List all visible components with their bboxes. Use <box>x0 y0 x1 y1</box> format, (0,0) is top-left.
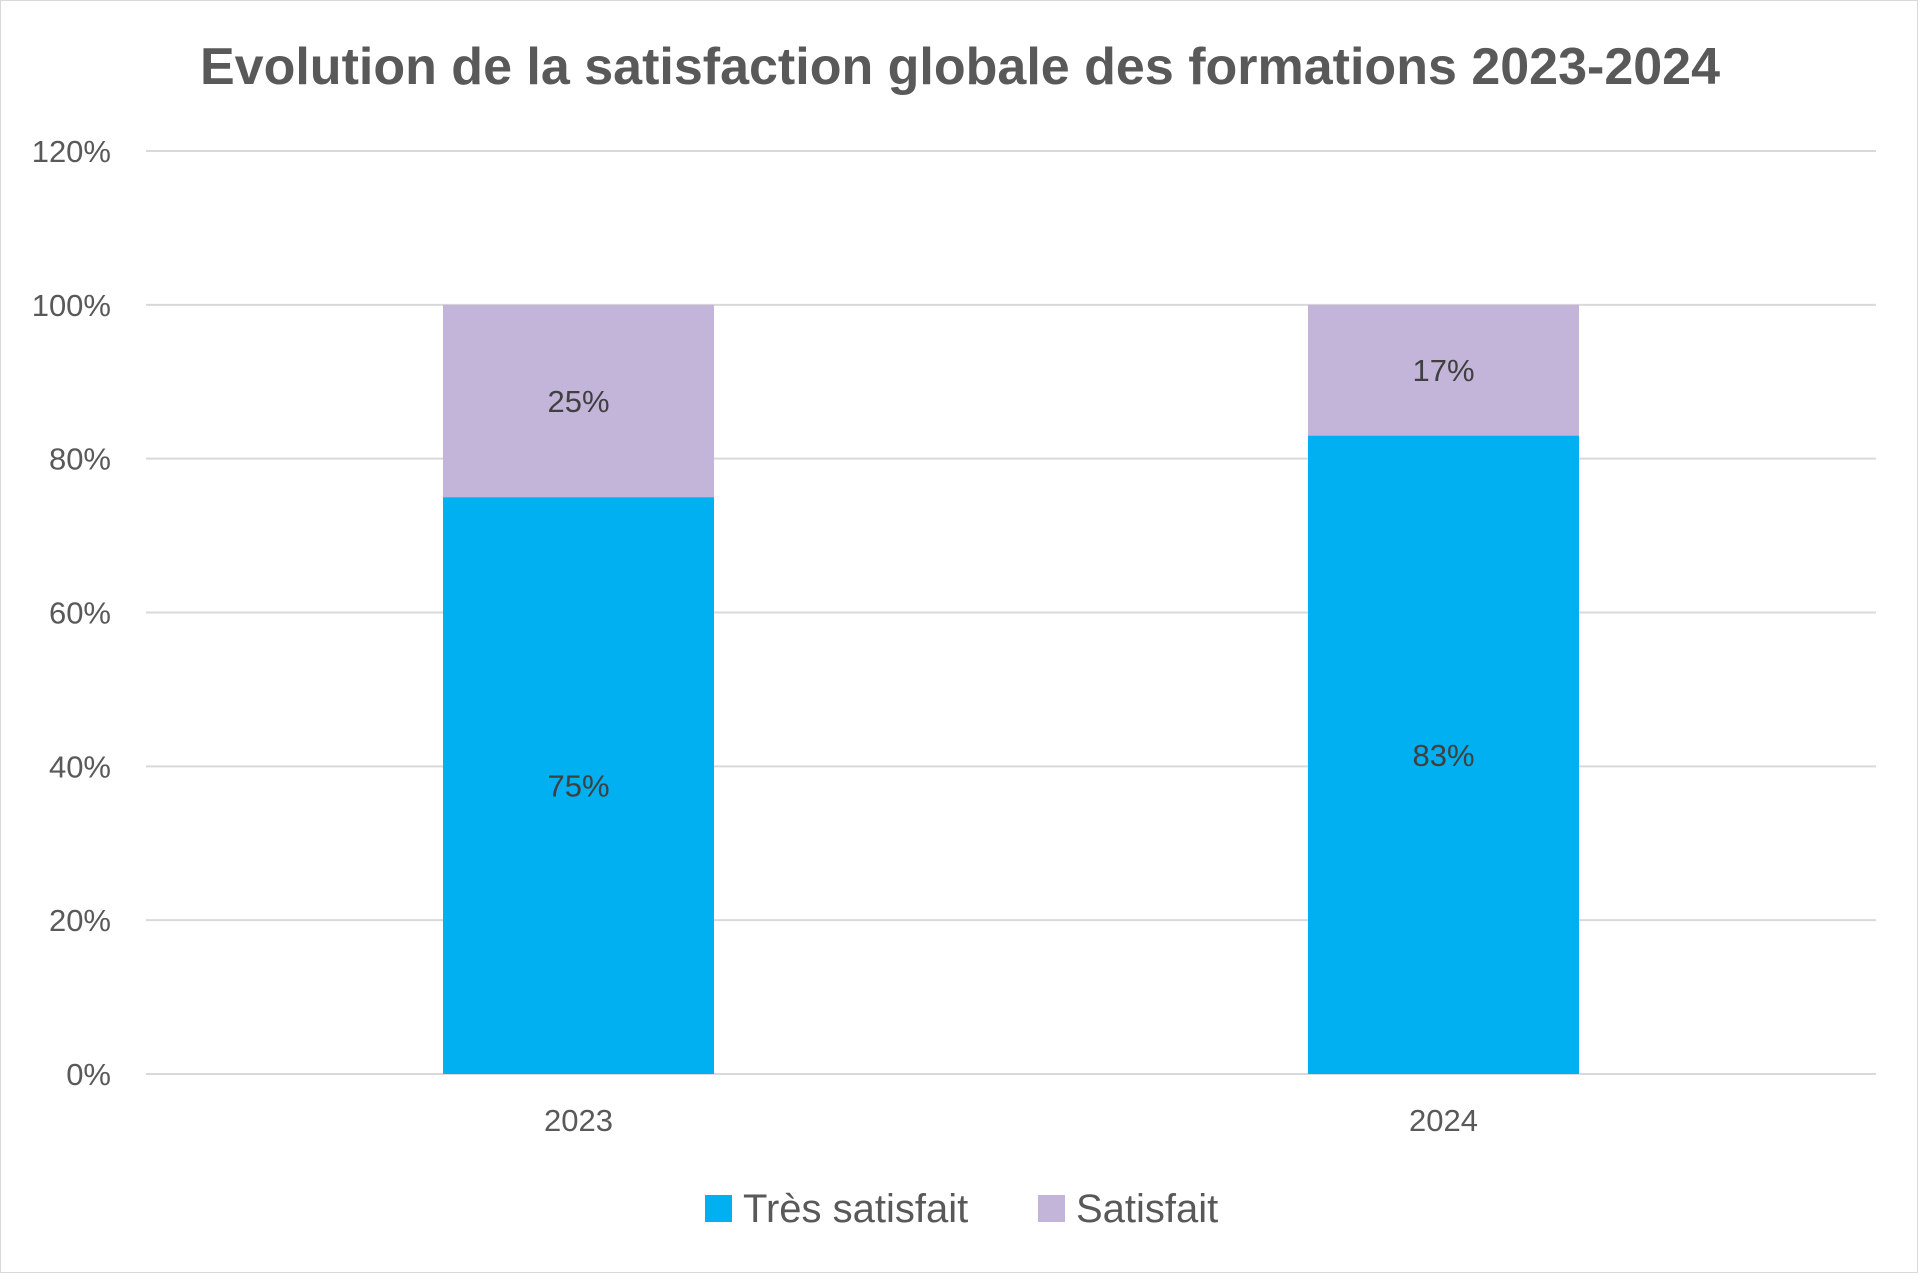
x-tick-label: 2024 <box>1409 1103 1478 1138</box>
legend-swatch <box>1038 1195 1065 1222</box>
y-tick-label: 60% <box>49 596 111 631</box>
y-tick-label: 40% <box>49 749 111 784</box>
bar-2023-series-0 <box>443 497 714 1074</box>
y-tick-label: 20% <box>49 903 111 938</box>
data-label: 83% <box>1412 738 1474 773</box>
data-labels: 75% 25% 83% 17% <box>547 353 1474 803</box>
legend-label: Très satisfait <box>743 1187 968 1231</box>
legend-label: Satisfait <box>1076 1187 1218 1231</box>
bar-2024-series-0 <box>1308 435 1579 1074</box>
x-axis-ticks: 2023 2024 <box>544 1103 1478 1138</box>
x-tick-label: 2023 <box>544 1103 613 1138</box>
bars <box>443 304 1579 1074</box>
bar-2024-series-1 <box>1308 304 1579 436</box>
y-tick-label: 100% <box>32 288 111 323</box>
y-tick-label: 80% <box>49 442 111 477</box>
legend: Très satisfait Satisfait <box>705 1187 1218 1231</box>
gridlines <box>146 150 1876 1075</box>
data-label: 75% <box>547 769 609 804</box>
data-label: 17% <box>1412 353 1474 388</box>
y-axis-ticks: 0% 20% 40% 60% 80% 100% 120% <box>32 134 111 1092</box>
legend-swatch <box>705 1195 732 1222</box>
y-tick-label: 0% <box>66 1057 111 1092</box>
data-label: 25% <box>547 384 609 419</box>
y-tick-label: 120% <box>32 134 111 169</box>
bar-2023-series-1 <box>443 304 714 498</box>
chart-title: Evolution de la satisfaction globale des… <box>200 38 1720 96</box>
